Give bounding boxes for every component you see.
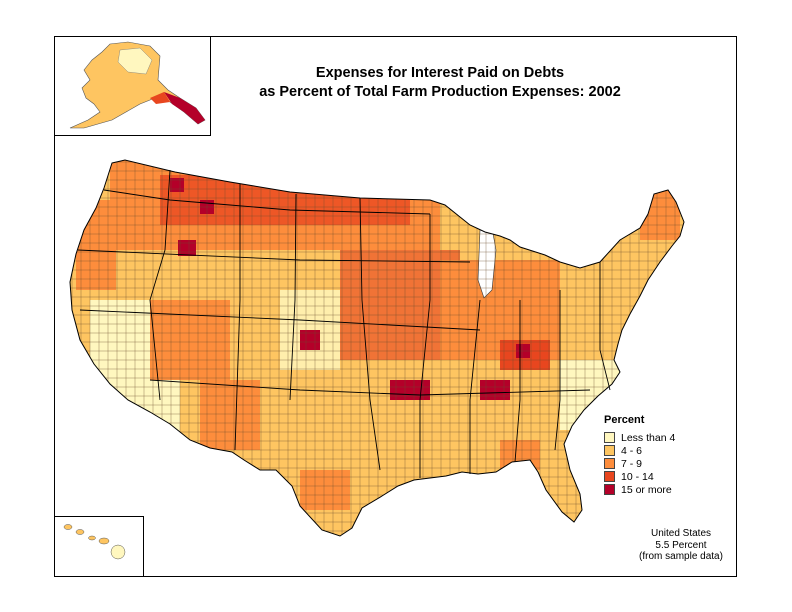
legend-swatch [604, 471, 615, 482]
legend-label: 10 - 14 [621, 470, 654, 483]
state-boundaries [77, 169, 611, 478]
legend: Percent Less than 4 4 - 6 7 - 9 10 - 14 … [604, 414, 714, 496]
legend-swatch [604, 484, 615, 495]
alaska-shape [69, 41, 206, 129]
legend-swatch [604, 445, 615, 456]
summary-line-1: United States [650, 528, 712, 539]
alaska-inset [54, 36, 211, 136]
title-line-1: Expenses for Interest Paid on Debts [315, 65, 565, 81]
legend-item: 4 - 6 [604, 444, 714, 457]
legend-item: 7 - 9 [604, 457, 714, 470]
legend-label: 7 - 9 [621, 457, 643, 470]
hawaii-inset [54, 516, 144, 577]
title-line-2: as Percent of Total Farm Production Expe… [259, 84, 621, 100]
legend-label: 15 or more [621, 483, 672, 496]
map-frame [54, 36, 737, 577]
legend-label: 4 - 6 [621, 444, 643, 457]
legend-title: Percent [604, 414, 645, 426]
us-summary: United States 5.5 Percent (from sample d… [632, 528, 730, 563]
us-outline [69, 159, 685, 537]
legend-swatch [604, 458, 615, 469]
legend-label: Less than 4 [621, 431, 676, 444]
legend-item: Less than 4 [604, 431, 714, 444]
hawaii-shape [63, 524, 126, 560]
legend-item: 10 - 14 [604, 470, 714, 483]
map-title: Expenses for Interest Paid on Debts as P… [240, 64, 640, 102]
summary-line-2: 5.5 Percent [655, 539, 707, 551]
legend-item: 15 or more [604, 483, 714, 496]
summary-line-3: (from sample data) [639, 551, 723, 562]
legend-swatch [604, 432, 615, 443]
